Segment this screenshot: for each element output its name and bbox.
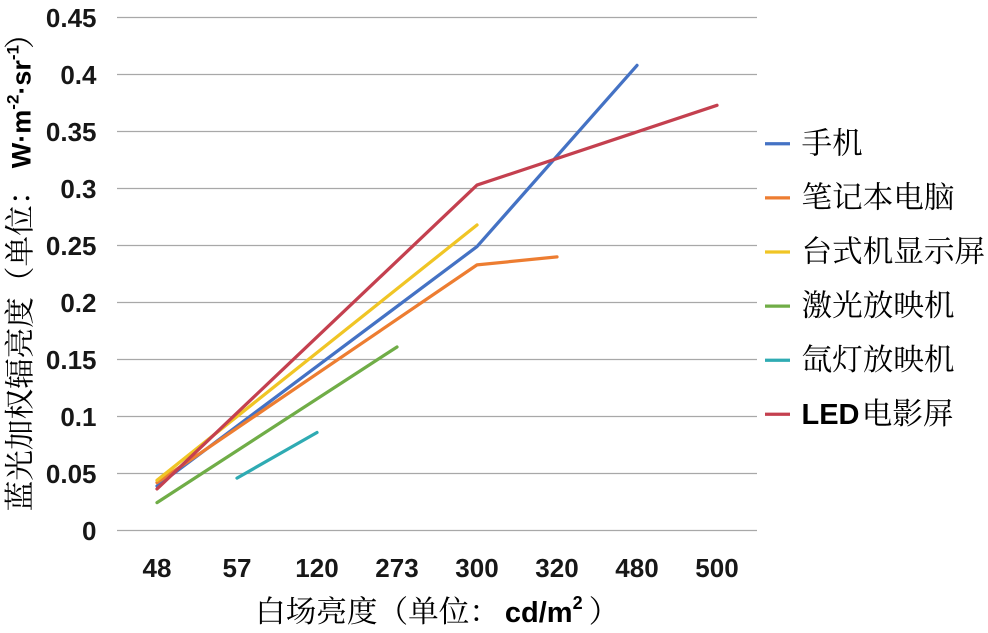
svg-text:0.45: 0.45 — [46, 3, 97, 33]
svg-text:0.35: 0.35 — [46, 117, 97, 147]
svg-text:0.15: 0.15 — [46, 345, 97, 375]
svg-text:·sr: ·sr — [6, 60, 36, 95]
svg-text:480: 480 — [615, 553, 658, 583]
svg-text:0: 0 — [82, 516, 96, 546]
svg-text:W·m: W·m — [6, 110, 36, 168]
svg-text:320: 320 — [535, 553, 578, 583]
svg-text:273: 273 — [375, 553, 418, 583]
svg-text:2: 2 — [573, 593, 583, 613]
svg-text:120: 120 — [295, 553, 338, 583]
svg-text:0.25: 0.25 — [46, 231, 97, 261]
svg-text:cd/m: cd/m — [505, 597, 573, 629]
svg-text:500: 500 — [695, 553, 738, 583]
svg-text:0.4: 0.4 — [60, 60, 97, 90]
svg-text:-1: -1 — [3, 45, 22, 60]
svg-text:0.05: 0.05 — [46, 459, 97, 489]
svg-text:-2: -2 — [3, 95, 22, 110]
svg-text:0.1: 0.1 — [60, 402, 96, 432]
svg-text:300: 300 — [455, 553, 498, 583]
svg-text:57: 57 — [223, 553, 252, 583]
svg-text:LED: LED — [802, 399, 860, 431]
svg-text:0.2: 0.2 — [60, 288, 96, 318]
svg-text:48: 48 — [143, 553, 172, 583]
svg-text:0.3: 0.3 — [60, 174, 96, 204]
